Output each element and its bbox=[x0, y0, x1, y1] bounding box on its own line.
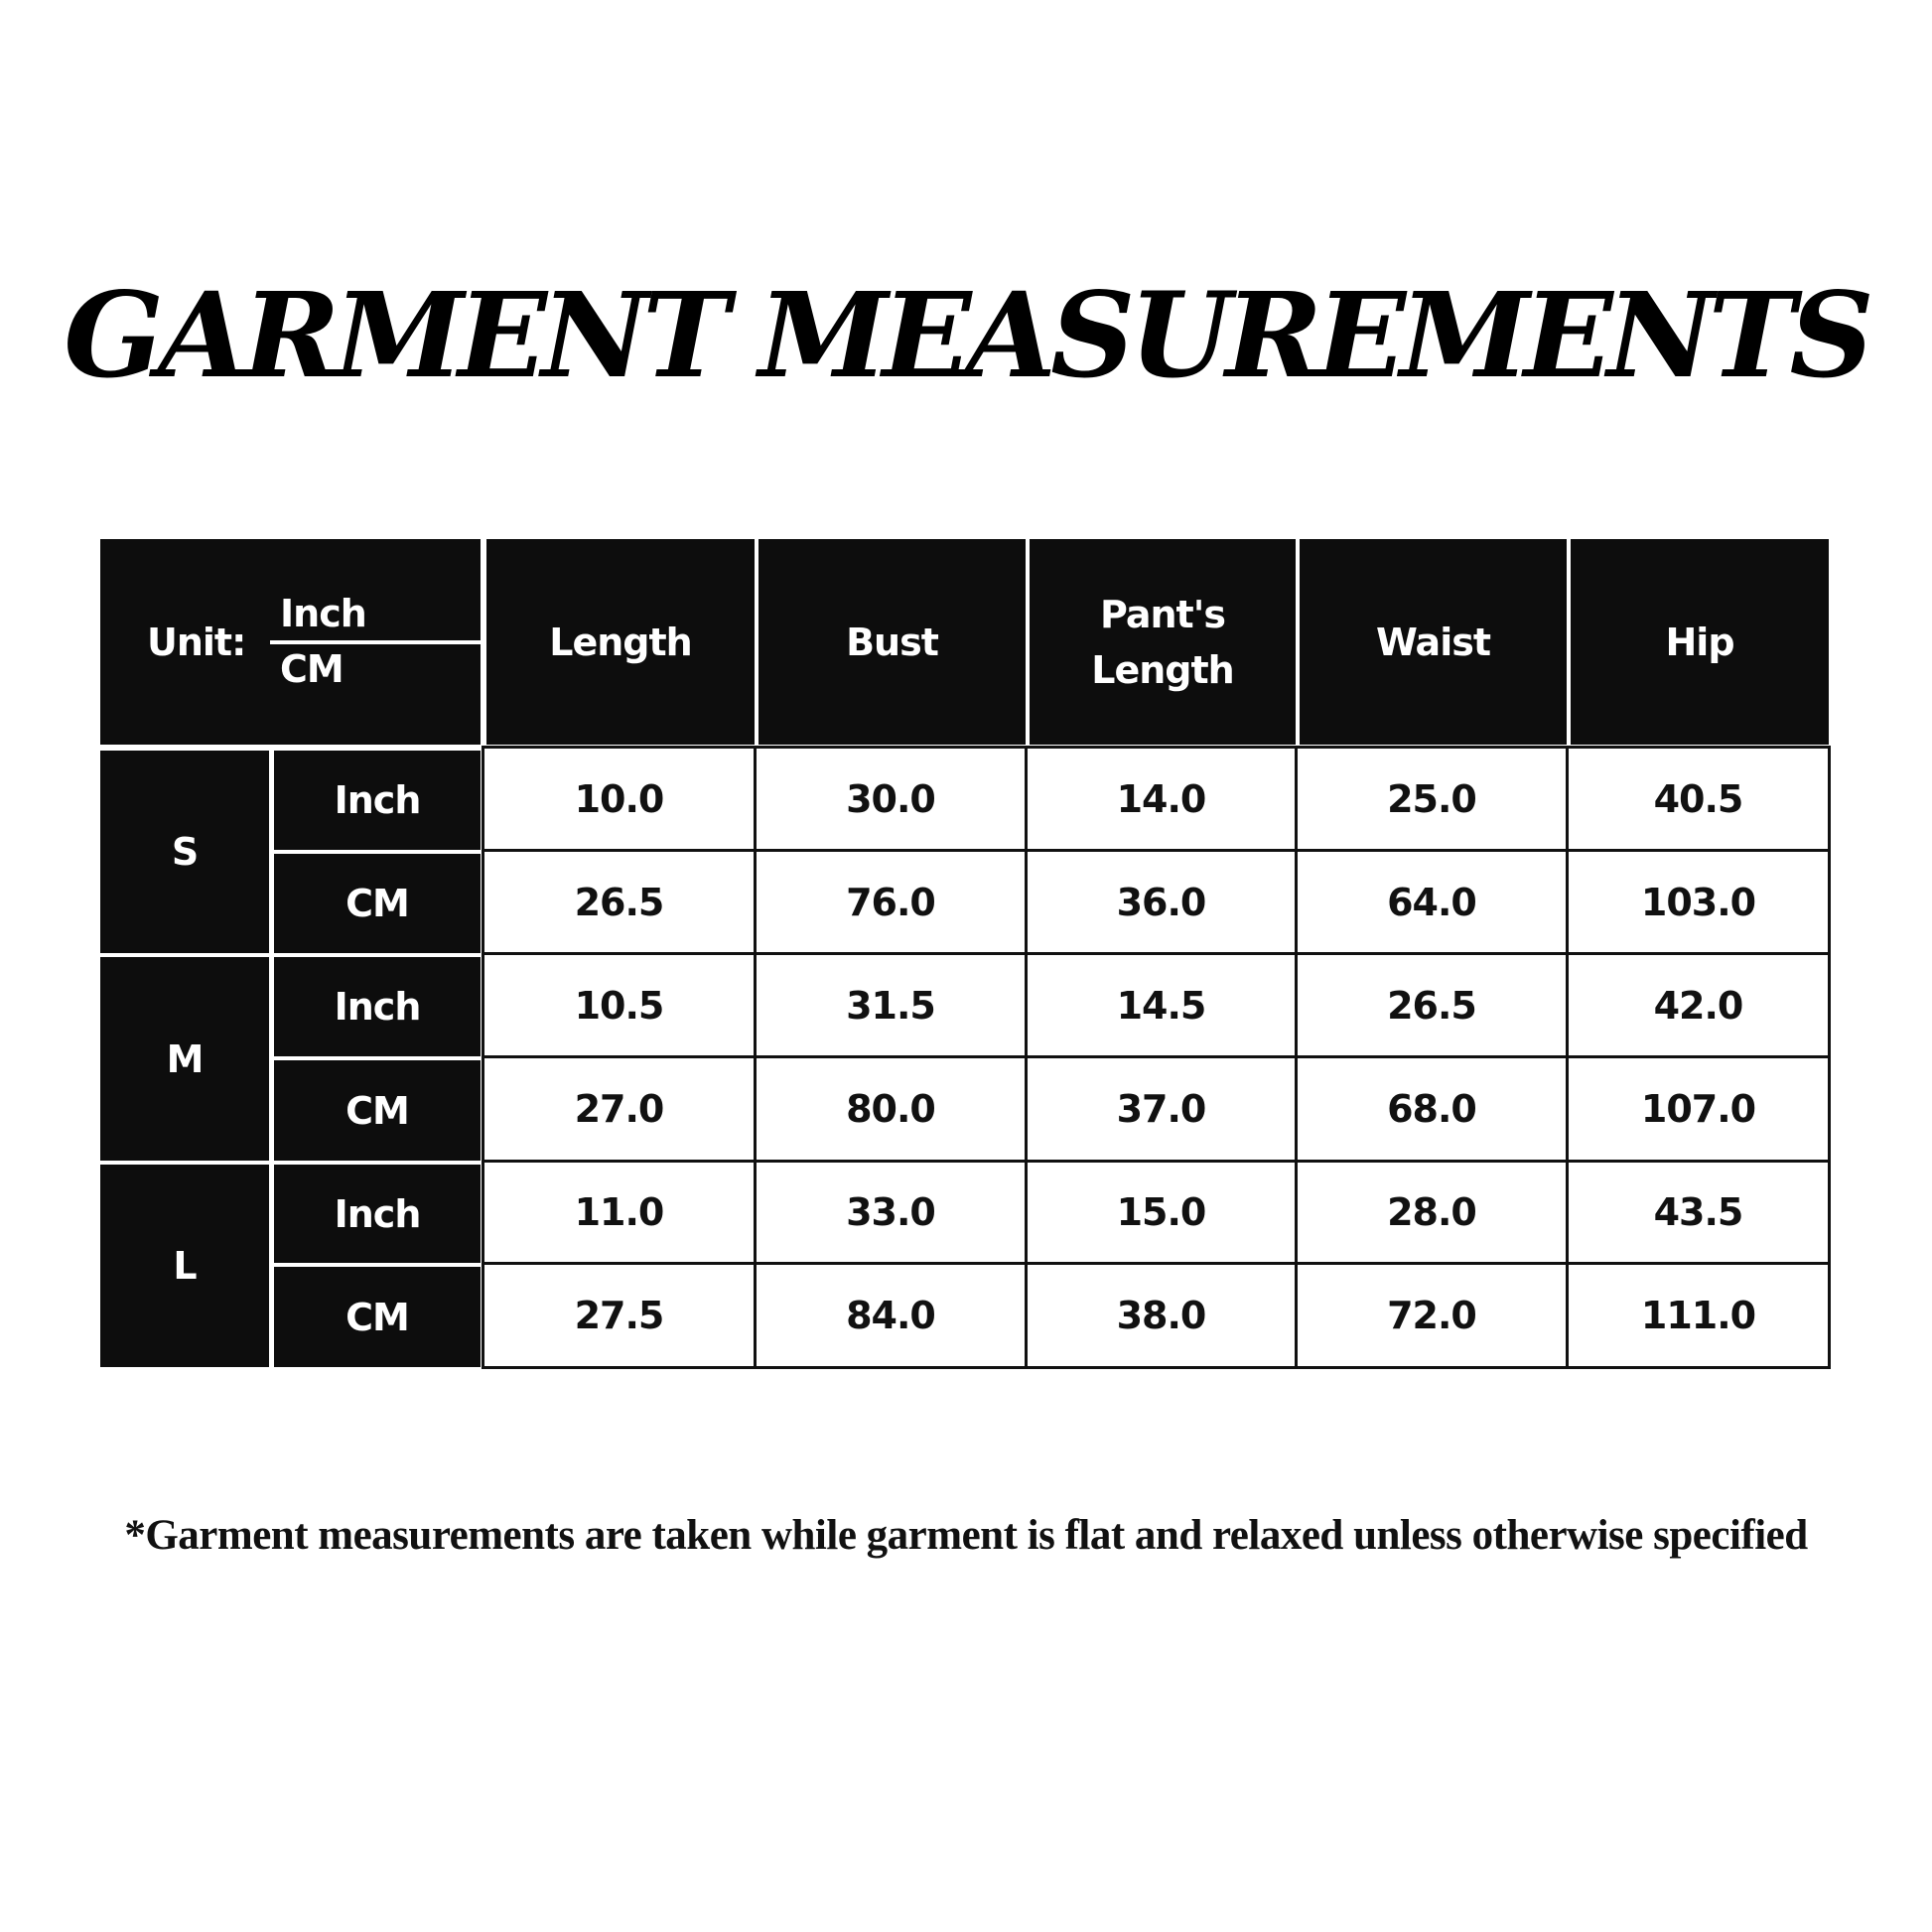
value-cell: 30.0 bbox=[754, 746, 1028, 852]
value-cell: 38.0 bbox=[1025, 1262, 1298, 1369]
column-header: Hip bbox=[1571, 539, 1829, 745]
value-cell: 72.0 bbox=[1295, 1262, 1569, 1369]
value-cell: 28.0 bbox=[1295, 1160, 1569, 1265]
value-cell: 80.0 bbox=[754, 1055, 1028, 1163]
page-title: GARMENT MEASUREMENTS bbox=[64, 266, 1873, 404]
value-cell: 36.0 bbox=[1025, 849, 1298, 955]
column-header-label: Length bbox=[549, 620, 692, 664]
value-cell: 25.0 bbox=[1295, 746, 1569, 852]
unit-divider bbox=[270, 640, 481, 644]
column-header: Length bbox=[486, 539, 755, 745]
column-header: Waist bbox=[1300, 539, 1567, 745]
column-header: Pant's Length bbox=[1030, 539, 1296, 745]
column-header-label: Pant's Length bbox=[1091, 592, 1234, 692]
column-header-label: Bust bbox=[846, 620, 939, 664]
value-cell: 43.5 bbox=[1566, 1160, 1831, 1265]
value-cell: 84.0 bbox=[754, 1262, 1028, 1369]
unit-cell: CM bbox=[274, 854, 481, 953]
value-cell: 37.0 bbox=[1025, 1055, 1298, 1163]
column-header-label: Waist bbox=[1375, 620, 1491, 664]
unit-cell: Inch bbox=[274, 1165, 481, 1263]
value-cell: 10.0 bbox=[482, 746, 757, 852]
column-header: Bust bbox=[759, 539, 1026, 745]
column-header-label: Hip bbox=[1665, 620, 1734, 664]
value-cell: 14.0 bbox=[1025, 746, 1298, 852]
size-label: M bbox=[100, 957, 269, 1161]
value-cell: 26.5 bbox=[482, 849, 757, 955]
unit-cell: Inch bbox=[274, 957, 481, 1056]
value-cell: 107.0 bbox=[1566, 1055, 1831, 1163]
value-cell: 31.5 bbox=[754, 952, 1028, 1058]
unit-cell: CM bbox=[274, 1060, 481, 1161]
value-cell: 26.5 bbox=[1295, 952, 1569, 1058]
value-cell: 27.0 bbox=[482, 1055, 757, 1163]
value-cell: 103.0 bbox=[1566, 849, 1831, 955]
value-cell: 15.0 bbox=[1025, 1160, 1298, 1265]
value-cell: 27.5 bbox=[482, 1262, 757, 1369]
unit-inch-label: Inch bbox=[280, 592, 367, 635]
unit-label: Unit: bbox=[147, 621, 246, 664]
value-cell: 68.0 bbox=[1295, 1055, 1569, 1163]
value-cell: 76.0 bbox=[754, 849, 1028, 955]
value-cell: 10.5 bbox=[482, 952, 757, 1058]
size-label: S bbox=[100, 751, 269, 953]
value-cell: 14.5 bbox=[1025, 952, 1298, 1058]
value-cell: 11.0 bbox=[482, 1160, 757, 1265]
value-cell: 33.0 bbox=[754, 1160, 1028, 1265]
unit-cm-label: CM bbox=[280, 647, 345, 691]
footnote: *Garment measurements are taken while ga… bbox=[124, 1512, 1808, 1559]
size-label: L bbox=[100, 1165, 269, 1367]
value-cell: 42.0 bbox=[1566, 952, 1831, 1058]
unit-cell: Inch bbox=[274, 751, 481, 850]
value-cell: 40.5 bbox=[1566, 746, 1831, 852]
value-cell: 64.0 bbox=[1295, 849, 1569, 955]
value-cell: 111.0 bbox=[1566, 1262, 1831, 1369]
unit-cell: CM bbox=[274, 1267, 481, 1367]
